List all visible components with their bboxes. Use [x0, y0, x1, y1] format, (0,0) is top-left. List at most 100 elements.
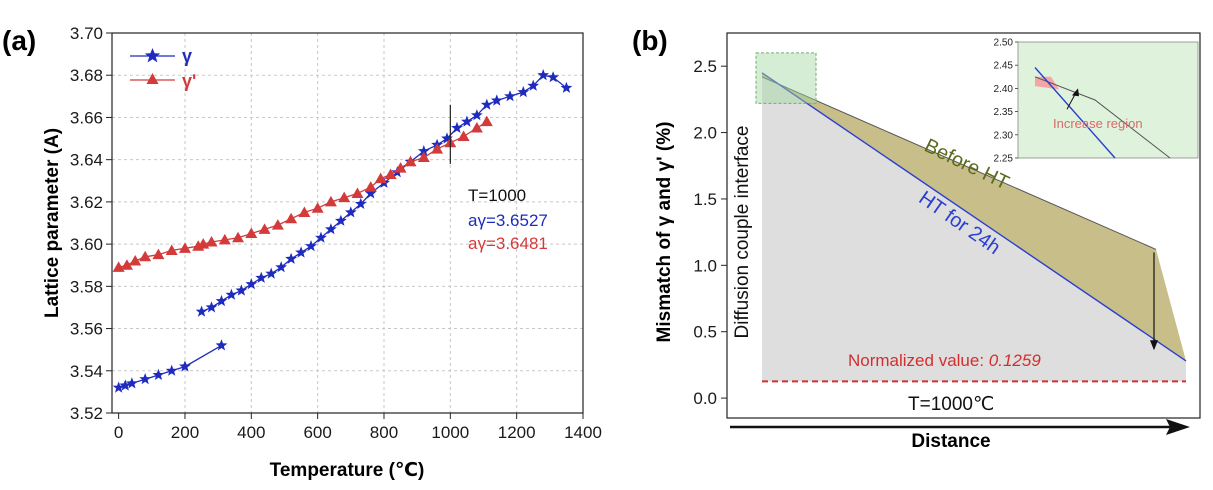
inset-y-tick-label: 2.25	[994, 154, 1014, 165]
panel-a-y-axis-title: Lattice parameter (A)	[42, 128, 63, 318]
gamma-data-point	[517, 85, 530, 98]
gamma-data-point	[490, 94, 503, 106]
x-tick-label: 800	[370, 423, 398, 442]
gamma-prime-data-point	[205, 236, 218, 247]
annotation-temperature: T=1000	[468, 186, 526, 205]
inset-before-ht-line	[1034, 76, 1171, 159]
gamma-data-point	[461, 115, 473, 127]
svg-text:Normalized value: 0.1259: Normalized value: 0.1259	[848, 351, 1041, 370]
increase-region-fill	[1035, 76, 1059, 90]
gamma-prime-data-point	[351, 187, 364, 198]
gamma-data-point	[285, 252, 297, 264]
x-tick-label: 1200	[498, 423, 536, 442]
x-tick-label: 1400	[564, 423, 602, 442]
gamma-data-point	[205, 301, 218, 313]
ht-area-fill	[762, 72, 1186, 382]
inset-ht-24h-line	[1034, 67, 1116, 159]
gamma-data-point	[451, 121, 463, 133]
y-tick-label: 3.64	[70, 151, 103, 170]
b-y-tick-label: 0.5	[693, 323, 717, 342]
gamma-prime-series-line	[118, 121, 488, 268]
panel-a-x-axis-title: Temperature (℃)	[270, 460, 425, 481]
y-tick-label: 3.60	[70, 235, 103, 254]
gamma-data-point	[560, 81, 573, 93]
increase-region-label: Increase region	[1053, 116, 1143, 131]
inset-pointer-arrow-head-icon	[1072, 88, 1079, 97]
ht-24h-line	[761, 72, 1187, 362]
gamma-data-point	[275, 261, 288, 273]
gamma-data-point	[165, 364, 178, 376]
panel-a-series	[112, 69, 573, 393]
distance-arrow-head-icon	[1166, 419, 1190, 435]
gamma-prime-data-point	[232, 231, 245, 243]
gamma-data-point	[504, 90, 516, 102]
normalized-value-prefix: Normalized value:	[848, 351, 989, 370]
gamma-data-point	[255, 271, 268, 283]
panel-a-ticks: 0 200 400 600 800 1000 1200 1400 3.52 3.54 3.56 3.5…	[70, 24, 602, 442]
normalized-value-number: 0.1259	[989, 351, 1042, 370]
gamma-data-point	[245, 278, 258, 290]
panel-b-y-axis-title: Mismatch of γ and γʹ (%)	[654, 122, 675, 343]
gamma-prime-data-point	[298, 206, 311, 217]
panel-b-ticks: 0.0 0.5 1.0 1.5 2.0 2.5	[693, 57, 727, 408]
gamma-prime-data-point	[394, 162, 407, 173]
panel-b-chart: 0.00.51.01.52.02.5 Before HT HT for 24h …	[654, 32, 1201, 452]
inset-frame	[1017, 41, 1199, 159]
gamma-prime-data-point	[364, 181, 377, 192]
y-tick-label: 3.68	[70, 66, 103, 85]
gamma-data-point	[305, 240, 317, 252]
y-tick-label: 3.54	[70, 362, 103, 381]
gamma-data-point	[537, 69, 550, 81]
panel-a-plot-frame	[111, 32, 584, 414]
gamma-data-point	[471, 109, 483, 121]
gamma-prime-data-point	[311, 202, 324, 213]
gamma-data-point	[417, 145, 430, 157]
gamma-data-point	[215, 339, 228, 351]
annotation-gamma-value: aγ=3.6527	[468, 211, 548, 230]
gamma-data-point	[547, 71, 559, 83]
y-tick-label: 3.70	[70, 24, 103, 43]
inset-y-tick-label: 2.35	[994, 107, 1014, 118]
legend-gamma-prime-triangle-icon	[146, 73, 159, 84]
gamma-prime-data-point	[338, 191, 351, 203]
x-tick-label: 0	[114, 423, 123, 442]
gamma-data-point	[480, 98, 493, 110]
b-y-tick-label: 1.0	[693, 256, 717, 275]
gamma-data-point	[344, 206, 357, 218]
b-y-tick-label: 2.5	[693, 57, 717, 76]
b-y-tick-label: 0.0	[693, 389, 717, 408]
y-tick-label: 3.56	[70, 320, 103, 339]
gamma-data-point	[179, 360, 191, 372]
gamma-data-point	[139, 373, 152, 385]
gamma-data-point	[315, 231, 327, 243]
panel-b-x-axis-title: Distance	[911, 431, 990, 452]
panel-a-label: (a)	[2, 25, 36, 56]
inset-y-tick-label: 2.45	[994, 61, 1014, 72]
gamma-prime-data-point	[129, 255, 142, 266]
gamma-prime-data-point	[431, 143, 444, 154]
diffusion-interface-label: Diffusion couple interface	[732, 126, 753, 339]
legend-gamma-label: γ	[182, 46, 192, 66]
b-y-tick-label: 1.5	[693, 190, 717, 209]
inset-y-tick-label: 2.40	[994, 84, 1014, 95]
gamma-prime-data-point	[165, 244, 178, 255]
x-tick-label: 600	[303, 423, 331, 442]
legend-gamma-prime-label: γʹ	[182, 71, 196, 91]
gamma-prime-data-point	[374, 172, 387, 184]
annotation-gamma-prime-value: aγ=3.6481	[468, 234, 548, 253]
gamma-data-point	[119, 379, 132, 391]
zoom-region-box	[755, 52, 817, 104]
gamma-prime-data-point	[120, 259, 133, 270]
gamma-prime-data-point	[245, 227, 258, 239]
gamma-data-point	[235, 284, 248, 296]
gamma-data-point	[364, 187, 377, 199]
gamma-data-point	[354, 197, 367, 209]
b-y-tick-label: 2.0	[693, 124, 717, 143]
panel-a-chart: 0 200 400 600 800 1000 1200 1400 3.52 3.54 3.56 3.5…	[42, 24, 602, 481]
gamma-prime-data-point	[139, 250, 152, 262]
gamma-data-point	[195, 305, 208, 317]
y-tick-label: 3.62	[70, 193, 103, 212]
inset-y-tick-label: 2.30	[994, 130, 1014, 141]
x-tick-label: 200	[171, 423, 199, 442]
gamma-prime-data-point	[258, 223, 271, 234]
